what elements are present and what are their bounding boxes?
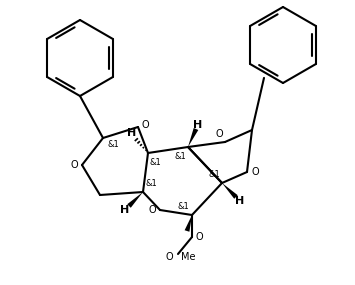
Text: O: O xyxy=(142,120,149,130)
Text: O: O xyxy=(148,205,156,215)
Polygon shape xyxy=(185,215,192,232)
Text: &1: &1 xyxy=(177,202,189,211)
Polygon shape xyxy=(222,183,238,199)
Text: H: H xyxy=(120,205,130,215)
Text: O: O xyxy=(251,167,259,177)
Text: &1: &1 xyxy=(174,152,186,161)
Text: Me: Me xyxy=(181,252,196,262)
Text: O: O xyxy=(196,232,204,242)
Polygon shape xyxy=(127,192,143,208)
Text: O: O xyxy=(70,160,78,170)
Text: &1: &1 xyxy=(145,179,157,188)
Polygon shape xyxy=(188,128,198,147)
Text: H: H xyxy=(235,196,245,206)
Text: &1: &1 xyxy=(150,158,162,167)
Text: &1: &1 xyxy=(107,140,119,149)
Text: O: O xyxy=(165,252,173,262)
Text: H: H xyxy=(127,128,137,138)
Text: O: O xyxy=(215,129,223,139)
Text: &1: &1 xyxy=(208,170,220,179)
Text: H: H xyxy=(193,120,203,130)
